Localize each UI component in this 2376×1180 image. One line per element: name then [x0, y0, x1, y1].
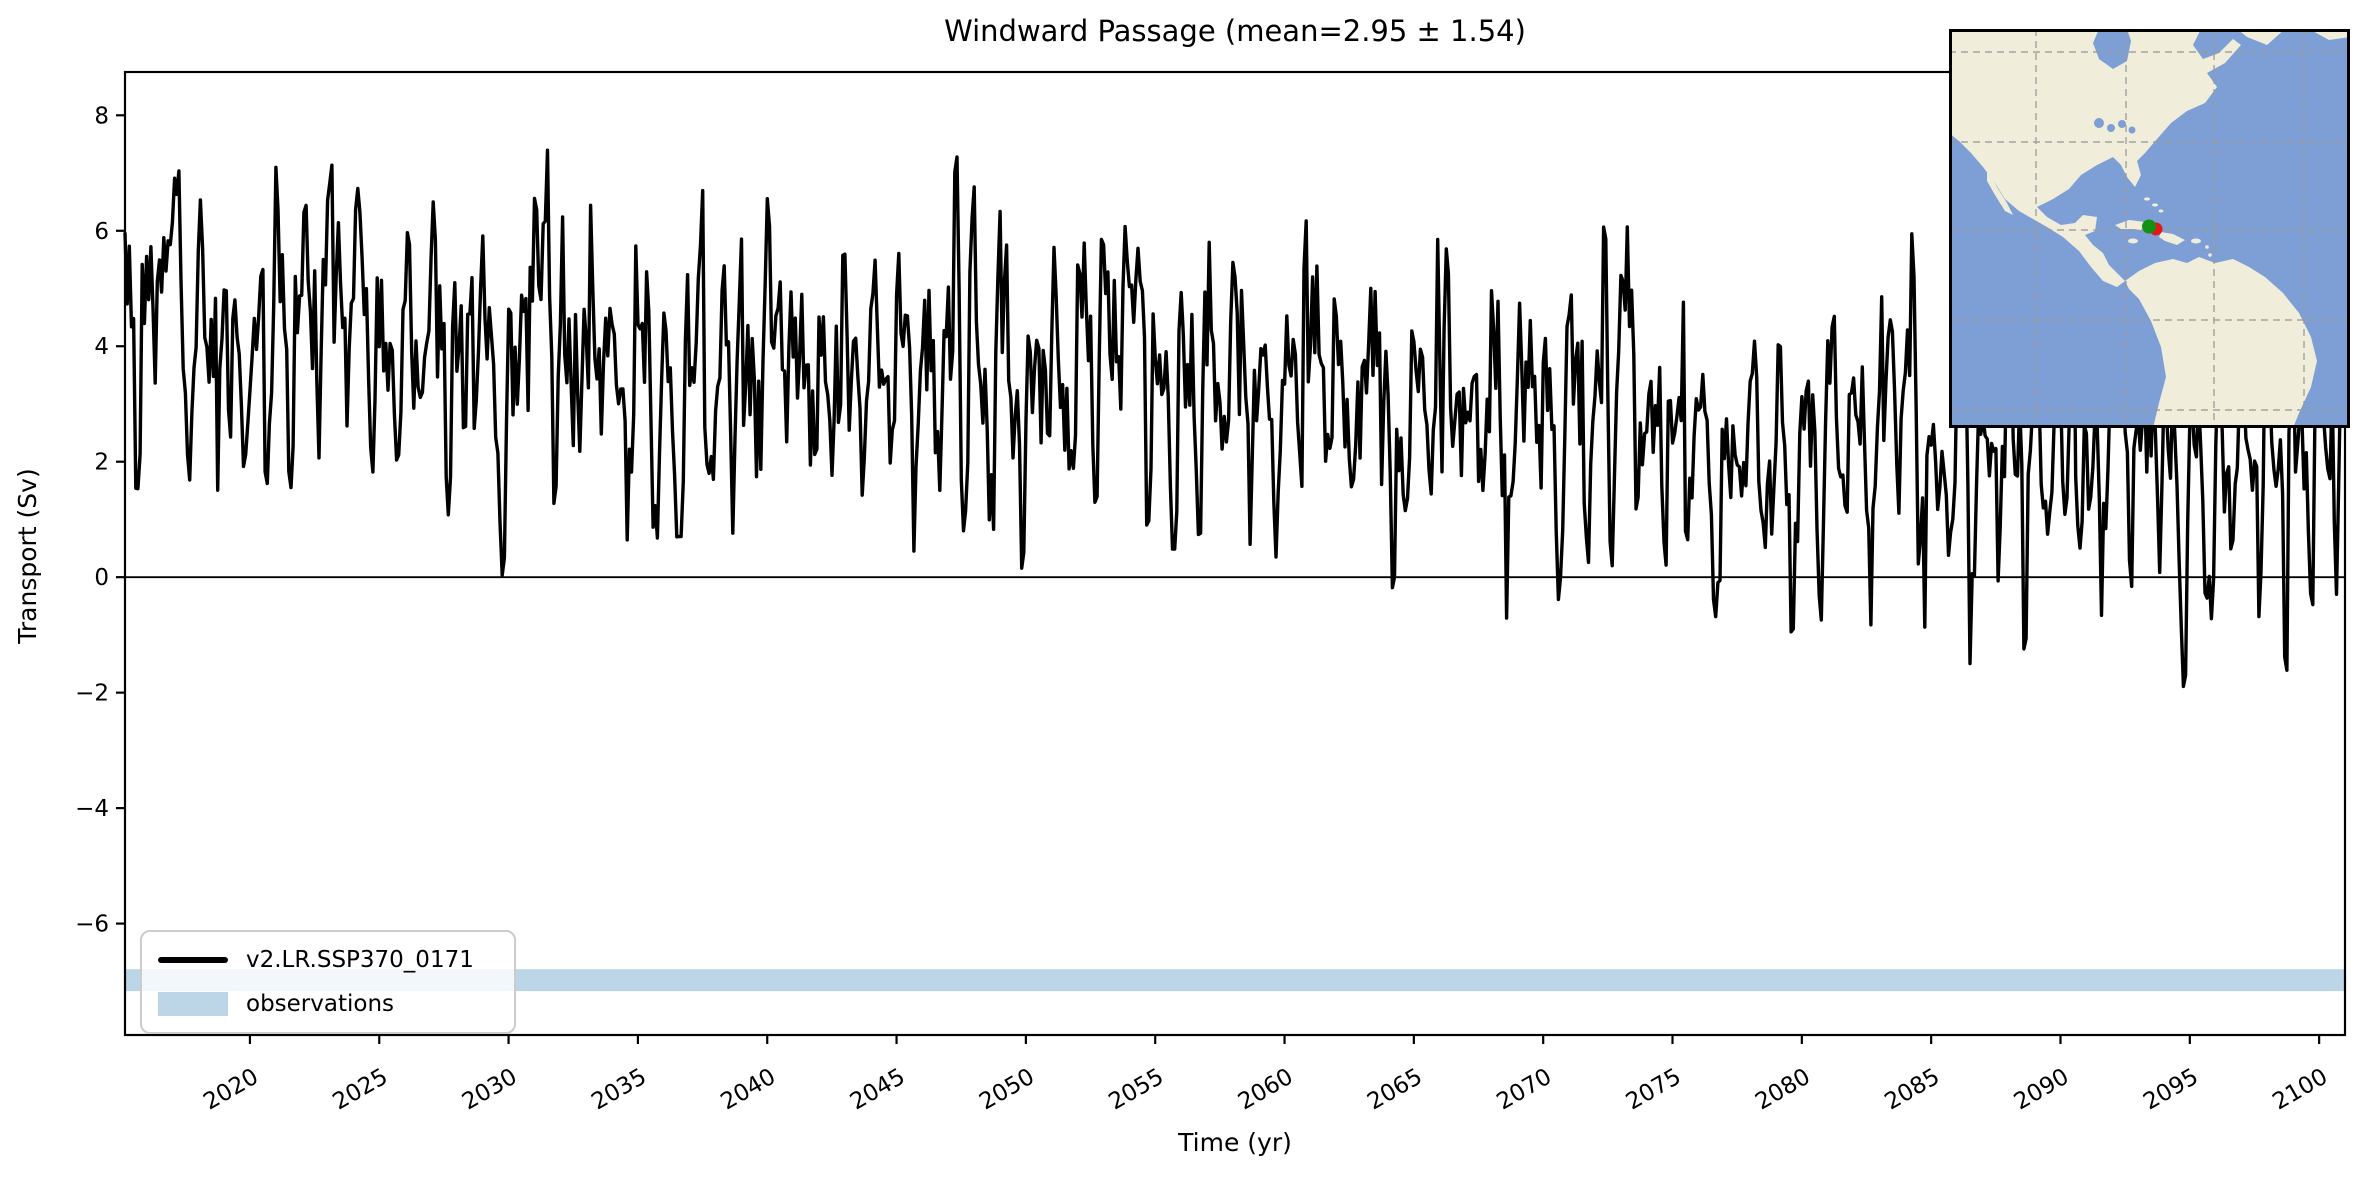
observations-band — [125, 969, 2345, 992]
y-tick-label: 2 — [94, 450, 109, 476]
x-tick-label: 2075 — [1622, 1064, 1686, 1116]
x-tick-label: 2065 — [1363, 1064, 1427, 1116]
y-tick-label: 0 — [94, 565, 109, 591]
y-tick-label: −2 — [75, 681, 109, 707]
legend-patch-swatch — [158, 992, 228, 1016]
inset-gridlines — [1949, 29, 2350, 428]
x-tick-label: 2090 — [2010, 1064, 2074, 1116]
inset-land-south-america — [2125, 257, 2317, 428]
chart-title: Windward Passage (mean=2.95 ± 1.54) — [944, 14, 1526, 48]
inset-great-lake-2 — [2107, 124, 2115, 132]
legend-entry-model: v2.LR.SSP370_0171 — [158, 942, 498, 978]
legend-label-observations: observations — [246, 991, 395, 1017]
x-tick-label: 2070 — [1492, 1064, 1556, 1116]
inset-island-trinidad — [2205, 261, 2211, 265]
x-tick-label: 2060 — [1234, 1064, 1298, 1116]
y-tick-label: 6 — [94, 219, 109, 245]
y-tick-label: −6 — [75, 912, 109, 938]
x-tick-label: 2050 — [975, 1064, 1039, 1116]
x-tick-label: 2095 — [2139, 1064, 2203, 1116]
inset-great-lake-3 — [2118, 120, 2126, 128]
y-tick-label: 4 — [94, 334, 109, 360]
inset-island-puerto-rico — [2191, 238, 2201, 244]
x-tick-label: 2045 — [846, 1064, 910, 1116]
inset-island-jamaica — [2128, 238, 2138, 244]
inset-island-hispaniola — [2159, 232, 2185, 245]
inset-great-lake-4 — [2128, 126, 2136, 134]
x-tick-label: 2025 — [329, 1064, 393, 1116]
inset-land-greenland — [2237, 29, 2285, 45]
section-marker-green-icon — [2142, 219, 2156, 234]
plot-border — [123, 70, 2347, 1037]
y-tick-label: 8 — [94, 103, 109, 129]
legend-line-swatch — [158, 957, 228, 963]
x-tick-label: 2100 — [2268, 1064, 2332, 1116]
inset-island-bahamas-1 — [2144, 197, 2150, 201]
x-tick-label: 2040 — [717, 1064, 781, 1116]
x-tick-label: 2085 — [1880, 1064, 1944, 1116]
x-axis-label: Time (yr) — [1178, 1128, 1292, 1157]
inset-land-baja — [1987, 169, 2013, 215]
x-tick-label: 2055 — [1105, 1064, 1169, 1116]
inset-land-north-america — [1949, 29, 2241, 287]
inset-great-lake-1 — [2094, 118, 2104, 128]
inset-landmasses — [1949, 29, 2350, 428]
x-tick-label: 2080 — [1751, 1064, 1815, 1116]
x-tick-label: 2020 — [199, 1064, 263, 1116]
x-tick-label: 2035 — [587, 1064, 651, 1116]
legend: v2.LR.SSP370_0171 observations — [140, 930, 516, 1034]
legend-label-model: v2.LR.SSP370_0171 — [246, 947, 474, 973]
y-axis-label: Transport (Sv) — [13, 468, 42, 644]
x-tick-label: 2030 — [458, 1064, 522, 1116]
inset-map — [1949, 29, 2350, 428]
inset-island-bahamas-2 — [2152, 203, 2158, 207]
inset-island-bahamas-3 — [2158, 209, 2164, 213]
inset-island-antilles-2 — [2208, 253, 2212, 257]
inset-inland-water — [2093, 29, 2136, 134]
series-line-v2.LR.SSP370_0171 — [123, 148, 2345, 689]
y-tick-label: −4 — [75, 796, 109, 822]
inset-hudson-bay — [2093, 29, 2131, 69]
legend-entry-observations: observations — [158, 986, 498, 1022]
inset-frame — [1949, 29, 2350, 428]
inset-island-antilles-1 — [2205, 245, 2209, 249]
